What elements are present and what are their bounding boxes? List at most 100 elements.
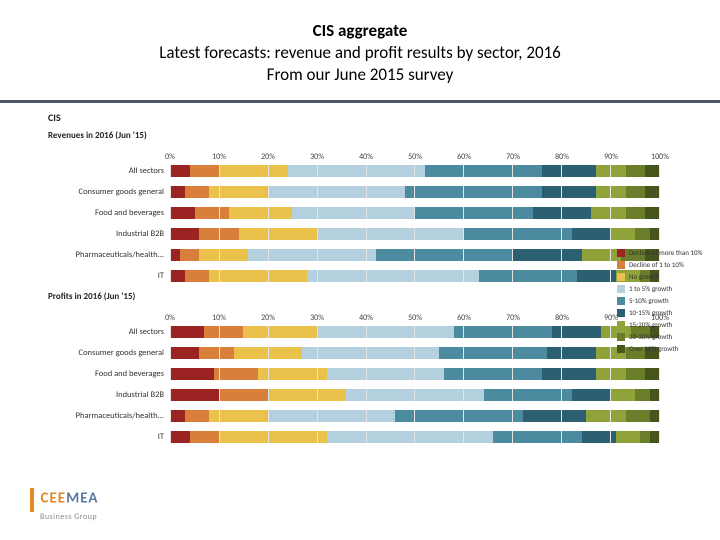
bar-track: [170, 249, 660, 261]
bar-row: Industrial B2B: [20, 225, 660, 243]
section-label-profits: Profits in 2016 (Jun '15): [48, 291, 660, 302]
bar-segment: [572, 389, 611, 401]
bar-segment: [268, 410, 395, 422]
bar-track: [170, 347, 660, 359]
bar-segment: [209, 410, 268, 422]
panel-label: CIS: [48, 111, 660, 124]
legend-item: 5-10% growth: [617, 296, 712, 305]
bar-segment: [258, 368, 327, 380]
legend-swatch: [617, 333, 625, 341]
bar-segment: [170, 270, 185, 282]
bar-segment: [611, 389, 636, 401]
bar-segment: [243, 326, 317, 338]
bar-segment: [170, 207, 195, 219]
bar-segment: [346, 389, 483, 401]
bar-segment: [650, 228, 660, 240]
legend-item: 15-20% growth: [617, 320, 712, 329]
bar-segment: [219, 431, 327, 443]
bar-track: [170, 186, 660, 198]
legend: Decline of more than 10% Decline of 1 to…: [617, 245, 712, 356]
bar-segment: [170, 347, 199, 359]
bar-segment: [542, 368, 596, 380]
bar-label: All sectors: [20, 166, 170, 176]
bar-segment: [645, 207, 660, 219]
bar-segment: [170, 326, 204, 338]
bar-segment: [307, 270, 479, 282]
bar-label: All sectors: [20, 327, 170, 337]
legend-label: 1 to 5% growth: [629, 284, 672, 293]
axis-row: [20, 145, 660, 159]
bar-segment: [170, 389, 219, 401]
bar-segment: [645, 186, 660, 198]
bar-segment: [577, 270, 616, 282]
title-line-3: From our June 2015 survey: [40, 64, 680, 86]
bar-segment: [199, 249, 248, 261]
title-block: CIS aggregate Latest forecasts: revenue …: [0, 0, 720, 96]
bar-segment: [650, 410, 660, 422]
header-divider: [0, 100, 720, 103]
bar-segment: [415, 207, 533, 219]
bar-track: [170, 389, 660, 401]
legend-swatch: [617, 321, 625, 329]
legend-item: 10-15% growth: [617, 308, 712, 317]
bar-segment: [234, 347, 303, 359]
chart-revenues: All sectors Consumer goods general Food …: [20, 145, 660, 285]
bar-segment: [640, 431, 650, 443]
bar-segment: [195, 207, 229, 219]
bar-segment: [439, 347, 547, 359]
legend-label: Over 30% growth: [629, 344, 678, 353]
legend-label: 5-10% growth: [629, 296, 669, 305]
bar-label: Consumer goods general: [20, 348, 170, 358]
bar-segment: [626, 410, 651, 422]
bar-segment: [626, 368, 646, 380]
bar-row: All sectors: [20, 162, 660, 180]
bar-track: [170, 368, 660, 380]
legend-item: Over 30% growth: [617, 344, 712, 353]
bar-segment: [493, 431, 581, 443]
bar-segment: [479, 270, 577, 282]
legend-label: Decline of more than 10%: [629, 248, 703, 257]
legend-item: 20-30% growth: [617, 332, 712, 341]
bar-segment: [582, 431, 616, 443]
bar-segment: [582, 249, 621, 261]
bar-segment: [626, 186, 646, 198]
bar-segment: [513, 249, 582, 261]
logo-bar-icon: [30, 488, 34, 512]
bar-segment: [444, 368, 542, 380]
bar-segment: [170, 368, 214, 380]
bar-segment: [185, 410, 210, 422]
legend-label: Decline of 1 to 10%: [629, 260, 684, 269]
axis-row: [20, 306, 660, 320]
bar-track: [170, 270, 660, 282]
bar-segment: [454, 326, 552, 338]
bar-track: [170, 207, 660, 219]
legend-swatch: [617, 297, 625, 305]
bar-segment: [596, 186, 625, 198]
bar-row: Food and beverages: [20, 204, 660, 222]
bar-segment: [219, 389, 268, 401]
legend-label: 20-30% growth: [629, 332, 672, 341]
section-label-revenues: Revenues in 2016 (Jun '15): [48, 130, 660, 141]
bar-track: [170, 431, 660, 443]
bar-segment: [268, 186, 405, 198]
bar-label: Pharmaceuticals/health...: [20, 411, 170, 421]
legend-swatch: [617, 261, 625, 269]
bar-row: All sectors: [20, 323, 660, 341]
legend-swatch: [617, 285, 625, 293]
bar-segment: [239, 228, 317, 240]
bar-segment: [180, 249, 200, 261]
bar-segment: [170, 165, 190, 177]
bar-segment: [209, 186, 268, 198]
bar-segment: [596, 165, 625, 177]
bar-segment: [586, 410, 625, 422]
bar-segment: [591, 207, 625, 219]
bar-segment: [542, 186, 596, 198]
bar-segment: [302, 347, 439, 359]
bar-segment: [611, 228, 636, 240]
bar-segment: [248, 249, 375, 261]
bar-segment: [170, 249, 180, 261]
bar-segment: [170, 431, 190, 443]
bar-track: [170, 410, 660, 422]
bar-segment: [229, 207, 293, 219]
bar-segment: [484, 389, 572, 401]
